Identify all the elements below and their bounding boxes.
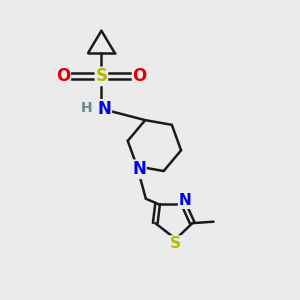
- Text: N: N: [132, 160, 146, 178]
- Text: S: S: [170, 236, 181, 251]
- Text: N: N: [178, 193, 191, 208]
- Text: O: O: [56, 68, 70, 85]
- Text: O: O: [133, 68, 147, 85]
- Text: H: H: [80, 101, 92, 115]
- Text: N: N: [98, 100, 111, 118]
- Text: S: S: [95, 68, 107, 85]
